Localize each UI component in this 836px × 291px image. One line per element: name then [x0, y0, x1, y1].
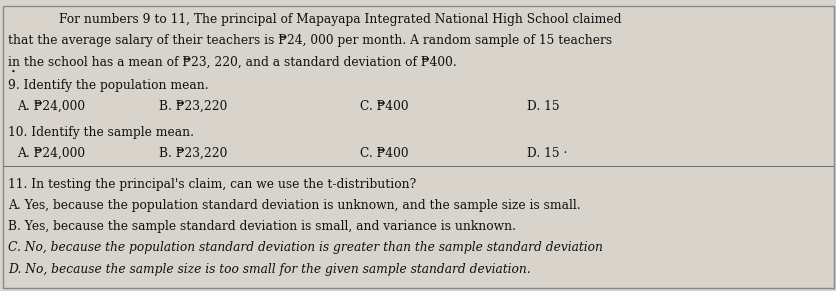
Text: that the average salary of their teachers is ₱24, 000 per month. A random sample: that the average salary of their teacher…	[8, 34, 612, 47]
Text: in the school has a mean of ₱23, 220, and a standard deviation of ₱400.: in the school has a mean of ₱23, 220, an…	[8, 56, 456, 69]
Text: D. 15 ·: D. 15 ·	[527, 147, 567, 160]
Text: D. No, because the sample size is too small for the given sample standard deviat: D. No, because the sample size is too sm…	[8, 263, 530, 276]
Text: For numbers 9 to 11, The principal of Mapayapa Integrated National High School c: For numbers 9 to 11, The principal of Ma…	[59, 13, 620, 26]
Text: A. Yes, because the population standard deviation is unknown, and the sample siz: A. Yes, because the population standard …	[8, 199, 580, 212]
Text: B. ₱23,220: B. ₱23,220	[159, 100, 227, 113]
Text: C. No, because the population standard deviation is greater than the sample stan: C. No, because the population standard d…	[8, 242, 603, 254]
Text: A. ₱24,000: A. ₱24,000	[17, 147, 84, 160]
Text: A. ₱24,000: A. ₱24,000	[17, 100, 84, 113]
Text: B. Yes, because the sample standard deviation is small, and variance is unknown.: B. Yes, because the sample standard devi…	[8, 220, 516, 233]
Text: 9. Identify the population mean.: 9. Identify the population mean.	[8, 79, 209, 92]
Text: D. 15: D. 15	[527, 100, 559, 113]
Text: C. ₱400: C. ₱400	[359, 147, 408, 160]
Text: •: •	[11, 68, 16, 76]
Text: 10. Identify the sample mean.: 10. Identify the sample mean.	[8, 126, 194, 139]
Text: B. ₱23,220: B. ₱23,220	[159, 147, 227, 160]
Text: 11. In testing the principal's claim, can we use the t-distribution?: 11. In testing the principal's claim, ca…	[8, 178, 416, 191]
Text: C. ₱400: C. ₱400	[359, 100, 408, 113]
